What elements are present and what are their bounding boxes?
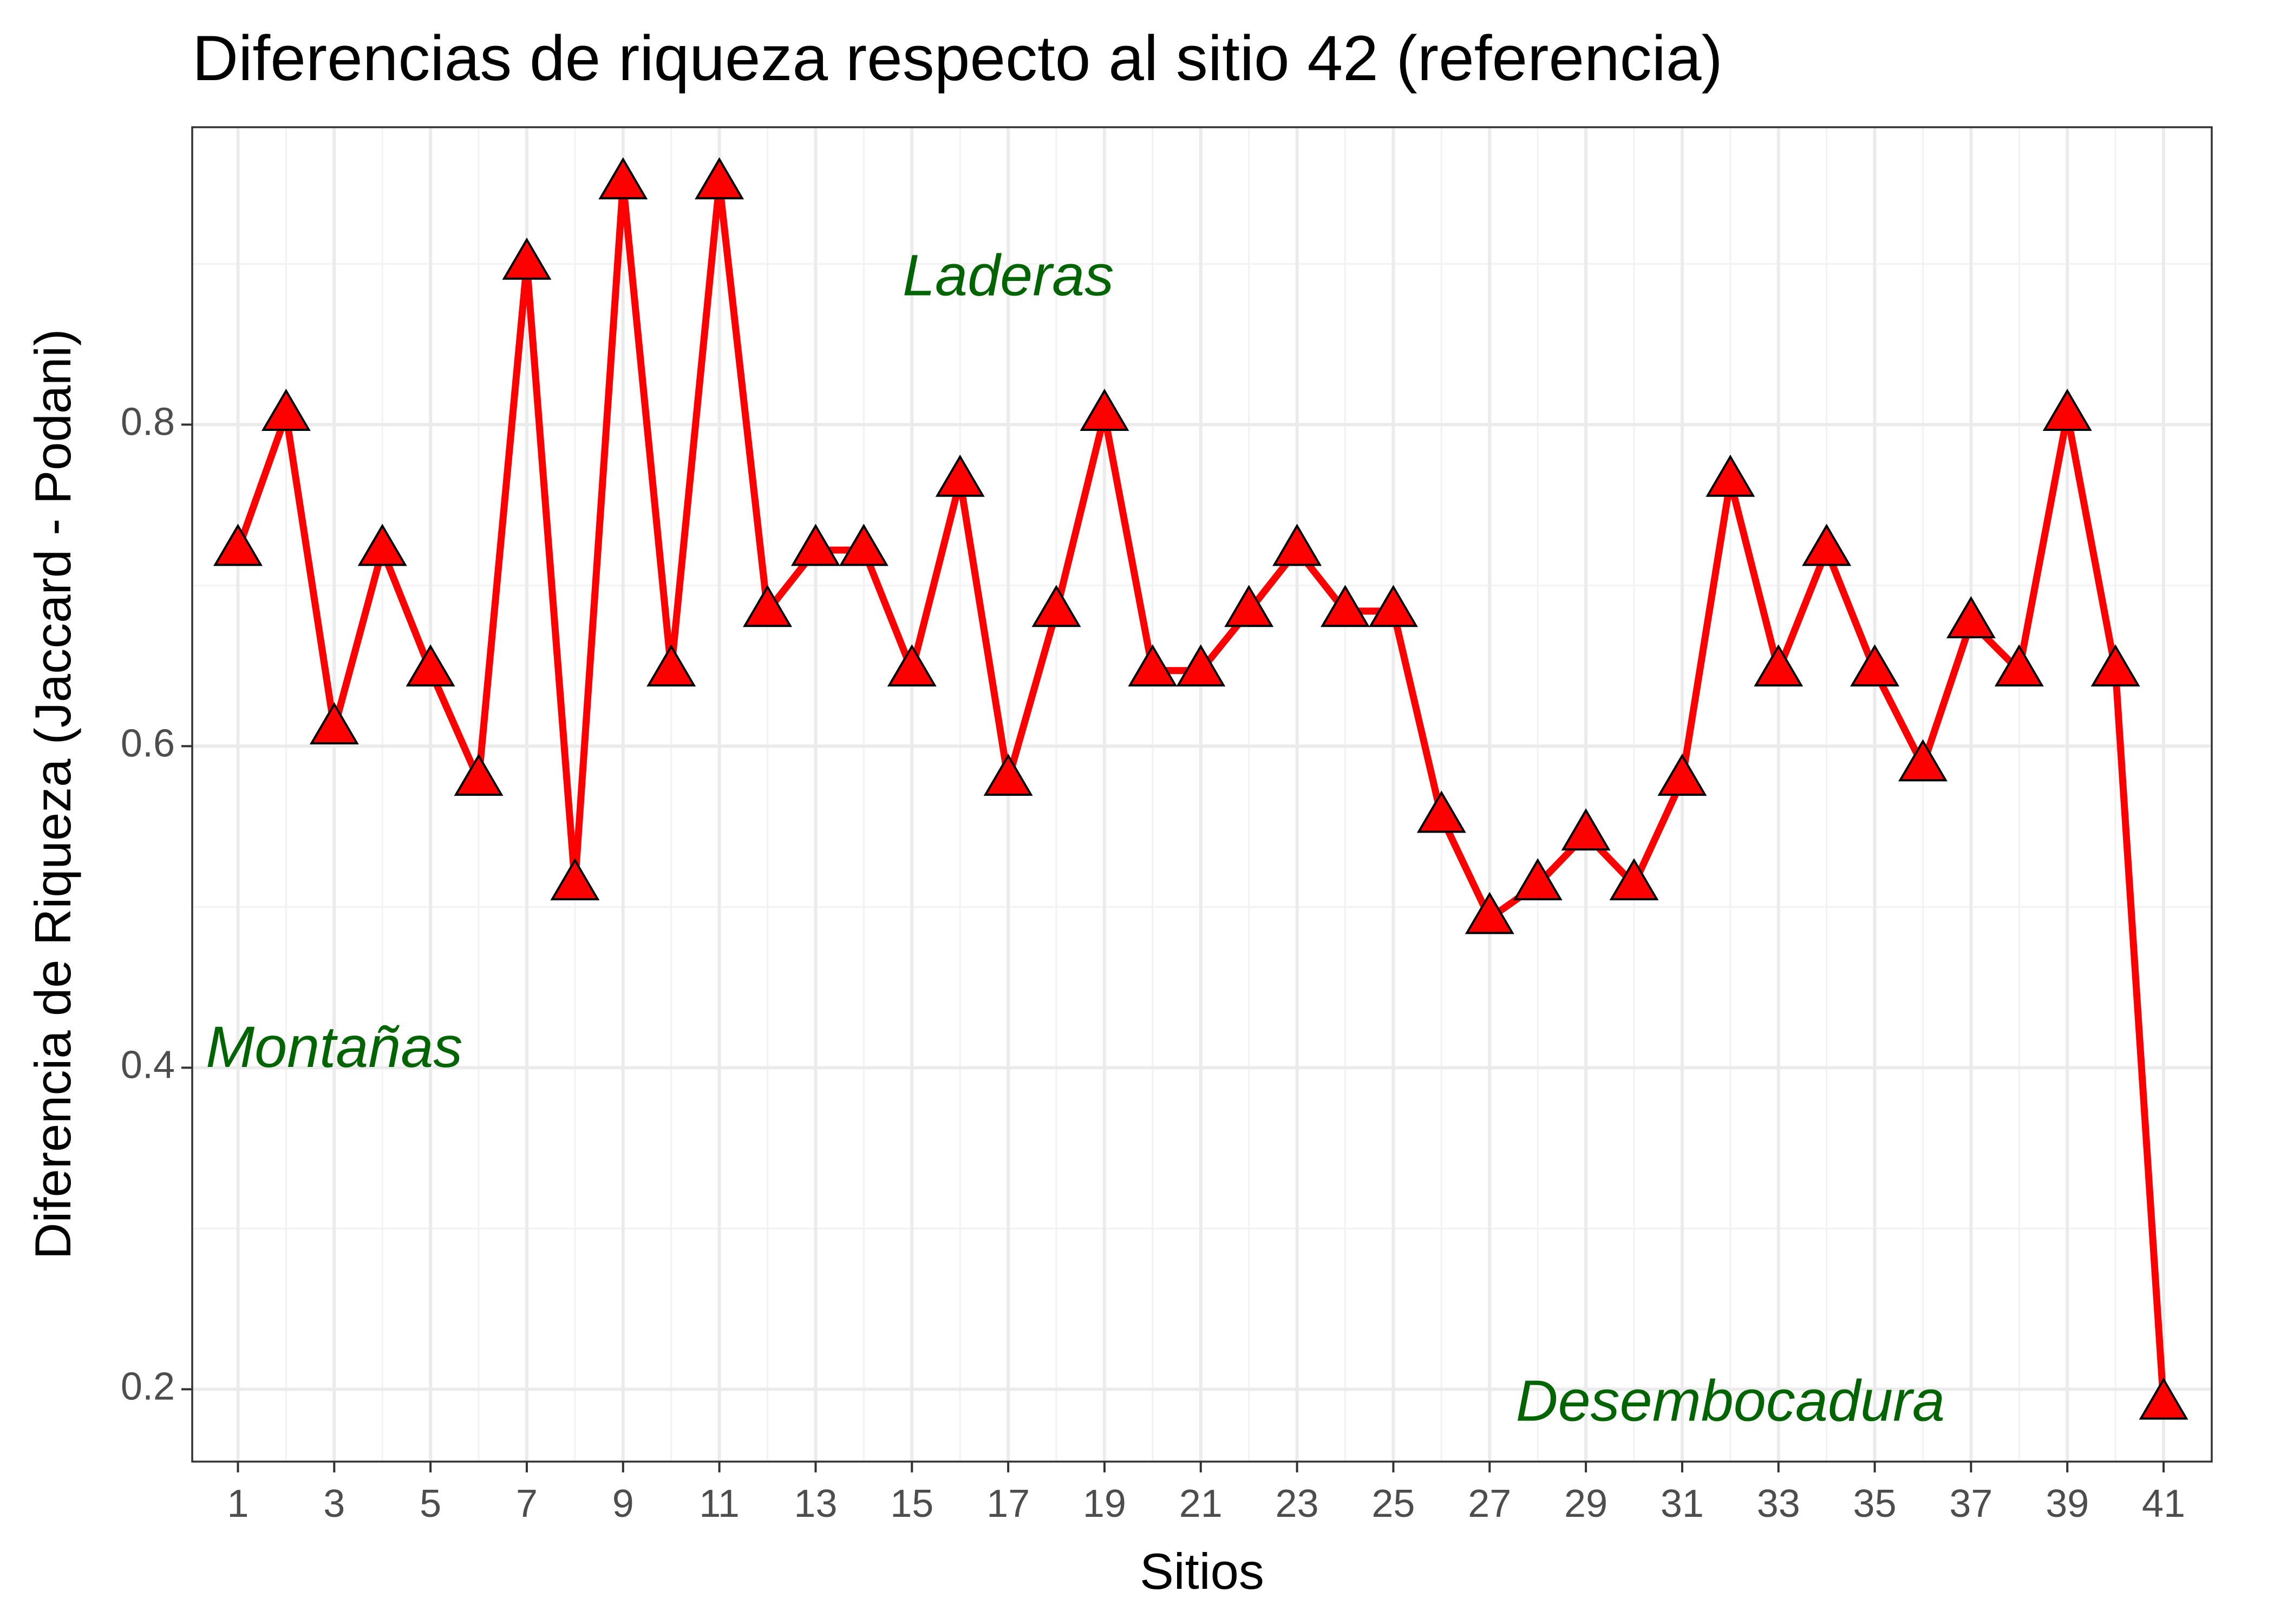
y-tick-label: 0.2	[121, 1365, 175, 1408]
data-point	[1128, 644, 1178, 687]
x-tick-label: 3	[323, 1482, 345, 1525]
data-point	[2090, 644, 2140, 687]
data-point	[1898, 739, 1948, 782]
data-point	[1561, 808, 1611, 851]
data-point	[646, 644, 696, 687]
annotation-layer: Laderas Montañas Desembocadura	[206, 243, 1945, 1433]
data-point	[1224, 585, 1274, 627]
data-point	[983, 754, 1033, 796]
data-point	[1657, 754, 1707, 796]
grid-layer	[192, 127, 2212, 1462]
data-point	[1754, 644, 1803, 687]
data-point	[1272, 523, 1322, 566]
x-tick-label: 1	[227, 1482, 249, 1525]
data-point	[1994, 644, 2044, 687]
x-tick-label: 25	[1371, 1482, 1415, 1525]
chart-title: Diferencias de riqueza respecto al sitio…	[192, 23, 1723, 94]
x-tick-label: 33	[1757, 1482, 1800, 1525]
data-point	[2139, 1377, 2188, 1420]
data-point	[1321, 585, 1370, 627]
plot-border	[191, 126, 2213, 1463]
data-point	[1802, 523, 1852, 566]
axis-layer: 0.20.40.60.81 3 5 7 9 11 13 15 17 19 21 23 25 27 29 31 3…	[121, 400, 2185, 1525]
data-point	[1946, 596, 1996, 639]
annotation-label: Laderas	[903, 243, 1114, 308]
y-tick-label: 0.8	[121, 400, 175, 443]
x-tick-label: 35	[1853, 1482, 1897, 1525]
data-point	[839, 523, 888, 566]
annotation-label: Desembocadura	[1516, 1368, 1945, 1433]
data-point	[213, 523, 263, 566]
data-point	[1080, 388, 1129, 431]
data-point	[598, 157, 648, 200]
data-point	[502, 237, 552, 280]
data-point	[743, 585, 793, 627]
data-point	[1465, 892, 1514, 934]
x-tick-label: 7	[516, 1482, 538, 1525]
y-tick-label: 0.4	[121, 1043, 175, 1086]
data-point	[695, 157, 744, 200]
data-point	[2042, 388, 2092, 431]
data-point	[1609, 858, 1659, 901]
data-point	[1850, 644, 1900, 687]
x-tick-label: 17	[986, 1482, 1030, 1525]
x-axis-title: Sitios	[1140, 1543, 1264, 1600]
data-point	[935, 454, 985, 497]
data-point	[357, 523, 407, 566]
x-tick-label: 27	[1468, 1482, 1511, 1525]
data-point	[1031, 585, 1081, 627]
data-point	[550, 858, 600, 901]
data-point	[1513, 858, 1563, 901]
annotation-label: Montañas	[206, 1014, 462, 1079]
data-point	[1416, 790, 1466, 833]
x-tick-label: 29	[1564, 1482, 1608, 1525]
y-tick-label: 0.6	[121, 722, 175, 765]
x-tick-label: 37	[1949, 1482, 1992, 1525]
data-point	[406, 644, 455, 687]
data-point	[1706, 454, 1755, 497]
series-layer	[213, 157, 2188, 1420]
x-tick-label: 41	[2142, 1482, 2185, 1525]
data-point	[309, 702, 359, 745]
x-tick-label: 21	[1179, 1482, 1223, 1525]
data-point	[887, 644, 937, 687]
data-point	[454, 754, 504, 796]
x-tick-label: 39	[2046, 1482, 2089, 1525]
x-tick-label: 19	[1083, 1482, 1126, 1525]
y-axis-title: Diferencia de Riqueza (Jaccard - Podani)	[24, 329, 81, 1260]
x-tick-label: 31	[1661, 1482, 1704, 1525]
x-tick-label: 11	[699, 1482, 740, 1525]
data-point	[1368, 585, 1418, 627]
x-tick-label: 23	[1276, 1482, 1319, 1525]
x-tick-label: 9	[612, 1482, 634, 1525]
data-point	[1176, 644, 1226, 687]
data-point	[790, 523, 840, 566]
x-tick-label: 13	[794, 1482, 837, 1525]
x-tick-label: 5	[420, 1482, 441, 1525]
data-point	[261, 388, 311, 431]
x-tick-label: 15	[890, 1482, 933, 1525]
